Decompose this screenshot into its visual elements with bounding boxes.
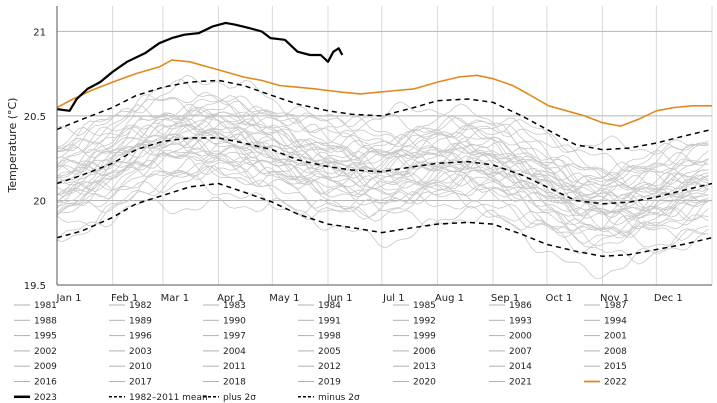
- legend-label: 1990: [223, 316, 246, 326]
- series-lines: [56, 21, 713, 258]
- legend-label: 2020: [413, 378, 436, 388]
- legend-label: 2000: [509, 332, 532, 342]
- x-tick-label: Sep 1: [491, 293, 519, 304]
- legend-label: 2007: [509, 347, 532, 357]
- y-tick-label: 19.5: [24, 281, 46, 292]
- x-tick-label: Jun 1: [326, 293, 352, 304]
- legend-label: 1992: [413, 316, 436, 326]
- legend-label: 1986: [509, 301, 532, 311]
- x-tick-label: Nov 1: [600, 293, 629, 304]
- series-line-1982-2011-mean: [56, 137, 713, 205]
- x-tick-label: May 1: [269, 293, 299, 304]
- series-line-1985: [56, 142, 709, 226]
- x-tick-label: Oct 1: [545, 293, 572, 304]
- legend-label: 2002: [34, 347, 57, 357]
- series-line-2023: [56, 21, 344, 112]
- legend-label: 2001: [604, 332, 627, 342]
- legend-label: 2022: [604, 378, 627, 388]
- background-years: [56, 74, 709, 279]
- series-line-1990: [56, 162, 709, 248]
- legend-label: 1996: [129, 332, 152, 342]
- series-line-2004: [56, 105, 709, 188]
- legend-label: 2010: [129, 362, 152, 372]
- series-line-1998: [56, 136, 709, 230]
- x-tick-label: Aug 1: [435, 293, 464, 304]
- legend-label: 2021: [509, 378, 532, 388]
- legend-label: 2016: [34, 378, 57, 388]
- series-line-2021: [56, 134, 709, 226]
- series-line-2012: [56, 74, 709, 155]
- legend-label: 2018: [223, 378, 246, 388]
- legend-label: 2023: [34, 393, 57, 403]
- x-tick-label: Jul 1: [382, 293, 405, 304]
- legend-label: 2014: [509, 362, 532, 372]
- legend-label: 1983: [223, 301, 246, 311]
- legend-label: 2011: [223, 362, 246, 372]
- x-tick-label: Feb 1: [111, 293, 138, 304]
- series-line-2019: [56, 120, 709, 201]
- legend-label: 2006: [413, 347, 436, 357]
- series-line-2010: [56, 145, 709, 233]
- plot-frame: [56, 6, 712, 286]
- y-tick-label: 21: [33, 27, 46, 38]
- series-line-2016: [56, 98, 709, 186]
- legend-label: 2009: [34, 362, 57, 372]
- legend-label: 2017: [129, 378, 152, 388]
- series-line-minus-2-: [56, 182, 713, 258]
- series-line-plus-2-: [56, 79, 713, 151]
- series-line-1981: [56, 197, 709, 279]
- y-tick-label: 20.5: [24, 112, 46, 123]
- legend-label: 2013: [413, 362, 436, 372]
- legend-label: 1999: [413, 332, 436, 342]
- legend-label: 2004: [223, 347, 246, 357]
- legend-label: 1982: [129, 301, 152, 311]
- series-line-2009: [56, 131, 709, 219]
- legend-label: 1987: [604, 301, 627, 311]
- legend-label: 1998: [318, 332, 341, 342]
- series-line-2002: [56, 92, 709, 179]
- series-line-2011: [56, 151, 709, 234]
- series-line-2003: [56, 104, 709, 187]
- legend-label: 1981: [34, 301, 57, 311]
- series-line-2005: [56, 103, 709, 191]
- series-line-2006: [56, 116, 709, 208]
- series-line-2017: [56, 109, 709, 198]
- series-line-1997: [56, 133, 709, 216]
- x-tick-label: Apr 1: [217, 293, 244, 304]
- legend-label: 2015: [604, 362, 627, 372]
- y-tick-label: 20: [33, 196, 46, 207]
- legend-label: 1989: [129, 316, 152, 326]
- series-line-2013: [56, 78, 709, 173]
- legend-label: 1997: [223, 332, 246, 342]
- legend-label: 1985: [413, 301, 436, 311]
- legend-label: 1995: [34, 332, 57, 342]
- legend-label: 1991: [318, 316, 341, 326]
- series-line-2020: [56, 122, 709, 211]
- legend: 1981 1982 1983 1984 1985 1986 1987 1988 1989 1990…: [14, 301, 627, 403]
- series-line-2022: [56, 59, 712, 127]
- x-tick-label: Mar 1: [161, 293, 189, 304]
- legend-label: 1994: [604, 316, 627, 326]
- series-line-1991: [56, 174, 709, 265]
- legend-label: 2005: [318, 347, 341, 357]
- legend-label: 2012: [318, 362, 341, 372]
- y-axis-title: Temperature (°C): [6, 98, 19, 194]
- x-axis-ticks: Jan 1 Feb 1 Mar 1 Apr 1 May 1 Jun 1 Jul 1 Aug 1…: [56, 293, 683, 304]
- legend-label: 2019: [318, 378, 341, 388]
- legend-label: 2003: [129, 347, 152, 357]
- legend-label: 2008: [604, 347, 627, 357]
- legend-label: 1988: [34, 316, 57, 326]
- legend-label: 1993: [509, 316, 532, 326]
- series-line-2001: [56, 156, 709, 242]
- legend-label: plus 2σ: [223, 393, 256, 403]
- y-axis-ticks: 19.5 20 20.5 21: [24, 27, 46, 292]
- x-tick-label: Dec 1: [654, 293, 683, 304]
- legend-label: minus 2σ: [318, 393, 360, 403]
- legend-label: 1984: [318, 301, 341, 311]
- series-line-1989: [57, 165, 709, 248]
- legend-label: 1982–2011 mean: [129, 393, 208, 403]
- x-tick-label: Jan 1: [56, 293, 82, 304]
- series-line-2015: [56, 95, 709, 176]
